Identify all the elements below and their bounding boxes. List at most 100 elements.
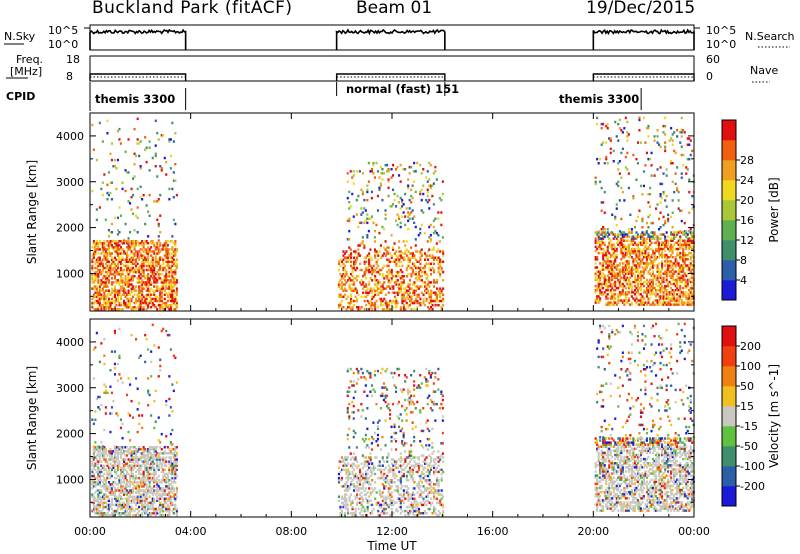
range-cell bbox=[162, 468, 165, 472]
range-cell bbox=[97, 301, 100, 305]
range-cell bbox=[618, 268, 621, 271]
range-cell bbox=[153, 200, 156, 203]
range-cell bbox=[433, 262, 436, 266]
range-cell bbox=[132, 262, 135, 266]
range-cell bbox=[617, 184, 620, 188]
range-cell bbox=[354, 268, 357, 272]
range-cell bbox=[599, 241, 602, 245]
range-cell bbox=[97, 497, 100, 500]
range-cell bbox=[171, 293, 174, 297]
range-cell bbox=[674, 264, 677, 267]
range-cell bbox=[661, 247, 664, 251]
range-cell bbox=[614, 272, 617, 275]
range-cell bbox=[162, 470, 165, 474]
range-cell bbox=[688, 268, 691, 271]
range-cell bbox=[379, 184, 383, 187]
range-cell bbox=[611, 247, 614, 251]
range-cell bbox=[132, 242, 135, 245]
range-cell bbox=[154, 165, 157, 168]
range-cell bbox=[677, 289, 680, 292]
range-cell bbox=[617, 233, 620, 236]
range-cell bbox=[157, 299, 160, 303]
range-cell bbox=[436, 293, 439, 297]
range-cell bbox=[429, 238, 432, 241]
range-cell bbox=[664, 256, 667, 259]
range-cell bbox=[150, 460, 153, 463]
range-cell bbox=[133, 260, 136, 264]
range-cell bbox=[139, 281, 142, 284]
range-cell bbox=[339, 264, 342, 268]
range-cell bbox=[168, 452, 171, 455]
range-cell bbox=[166, 252, 169, 255]
range-cell bbox=[126, 450, 129, 453]
range-cell bbox=[664, 124, 667, 128]
range-cell bbox=[113, 497, 117, 500]
range-cell bbox=[665, 301, 668, 304]
range-cell bbox=[95, 397, 98, 401]
range-cell bbox=[411, 196, 414, 200]
range-cell bbox=[389, 308, 392, 311]
range-cell bbox=[109, 485, 112, 488]
range-cell bbox=[440, 308, 443, 311]
range-cell bbox=[133, 456, 136, 459]
range-cell bbox=[373, 236, 377, 239]
range-cell bbox=[147, 404, 150, 407]
range-cell bbox=[103, 487, 106, 490]
range-cell bbox=[689, 286, 692, 290]
range-cell bbox=[174, 222, 177, 226]
range-cell bbox=[172, 487, 175, 490]
range-cell bbox=[342, 289, 345, 292]
range-cell bbox=[437, 256, 440, 259]
range-cell bbox=[626, 139, 629, 142]
range-cell bbox=[116, 507, 120, 511]
range-cell bbox=[597, 237, 600, 240]
range-cell bbox=[614, 215, 617, 219]
range-cell bbox=[127, 297, 130, 301]
range-cell bbox=[632, 260, 635, 263]
range-cell bbox=[354, 262, 357, 266]
range-cell bbox=[423, 231, 426, 235]
range-cell bbox=[626, 301, 629, 304]
range-cell bbox=[169, 266, 172, 270]
range-cell bbox=[129, 464, 132, 467]
range-cell bbox=[135, 250, 138, 253]
range-cell bbox=[124, 295, 127, 299]
range-cell bbox=[98, 289, 101, 292]
range-cell bbox=[97, 256, 100, 259]
range-cell bbox=[668, 245, 671, 249]
range-cell bbox=[652, 260, 655, 263]
range-cell bbox=[172, 456, 175, 459]
range-cell bbox=[673, 243, 676, 247]
range-cell bbox=[119, 497, 123, 500]
range-cell bbox=[614, 260, 617, 263]
range-cell bbox=[107, 481, 111, 484]
range-cell bbox=[348, 285, 351, 288]
range-cell bbox=[119, 252, 123, 255]
range-cell bbox=[153, 306, 156, 309]
range-cell bbox=[166, 497, 169, 500]
range-cell bbox=[337, 293, 341, 297]
range-cell bbox=[624, 166, 627, 169]
range-cell bbox=[642, 276, 646, 280]
range-cell bbox=[145, 497, 148, 500]
range-cell bbox=[130, 454, 133, 457]
range-cell bbox=[103, 446, 106, 449]
range-cell bbox=[113, 366, 117, 370]
range-cell bbox=[436, 279, 439, 282]
range-cell bbox=[641, 233, 644, 236]
range-cell bbox=[649, 213, 652, 217]
range-cell bbox=[106, 391, 109, 395]
range-cell bbox=[636, 249, 640, 253]
range-cell bbox=[150, 454, 153, 457]
range-cell bbox=[97, 244, 100, 247]
range-cell bbox=[169, 154, 172, 158]
range-cell bbox=[106, 256, 109, 259]
range-cell bbox=[94, 285, 97, 288]
range-cell bbox=[641, 243, 644, 247]
range-cell bbox=[162, 244, 165, 247]
range-cell bbox=[630, 251, 633, 255]
range-cell bbox=[442, 287, 445, 290]
range-cell bbox=[661, 303, 664, 306]
range-cell bbox=[366, 291, 369, 294]
range-cell bbox=[115, 252, 118, 255]
